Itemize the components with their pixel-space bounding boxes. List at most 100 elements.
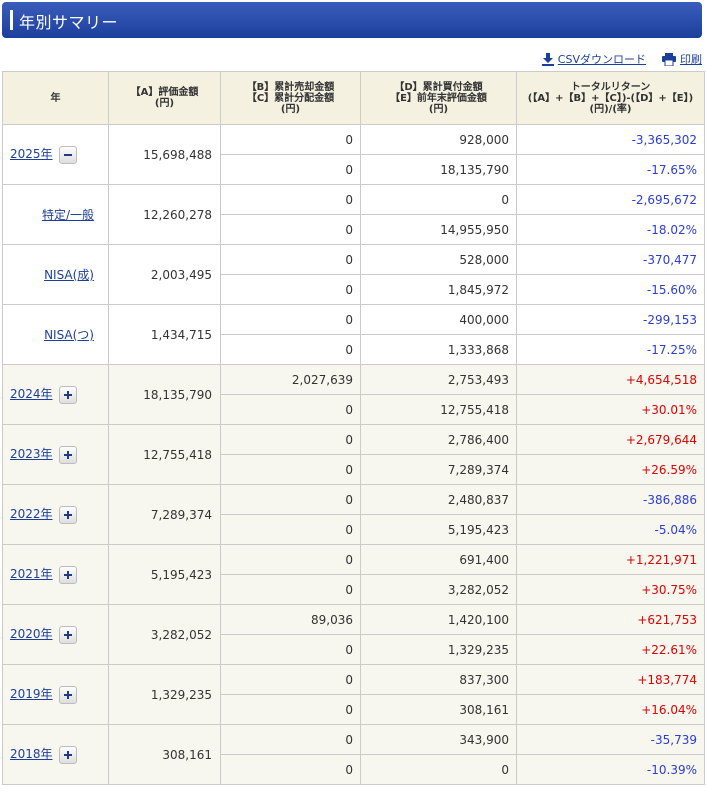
plus-icon-stroke	[66, 510, 69, 519]
valuation-cell: 5,195,423	[108, 544, 221, 605]
year-link[interactable]: 2018年	[10, 747, 53, 762]
year-row: 2022年 7,289,374 0 2,480,837 -386,886	[2, 484, 705, 545]
header-accent-bar	[10, 10, 13, 30]
year-link[interactable]: 2025年	[10, 147, 53, 162]
year-link[interactable]: 2024年	[10, 387, 53, 402]
minus-icon	[63, 153, 72, 156]
prev-year-valuation-cell: 5,195,423	[360, 514, 517, 545]
row-label-cell: 2025年	[2, 124, 109, 185]
year-link[interactable]: 2020年	[10, 627, 53, 642]
prev-year-valuation-cell: 308,161	[360, 694, 517, 725]
prev-year-valuation-cell: 18,135,790	[360, 154, 517, 185]
valuation-cell: 1,434,715	[108, 304, 221, 365]
account-row: NISA(成) 2,003,495 0 528,000 -370,477	[2, 244, 705, 305]
year-row: 2020年 3,282,052 89,036 1,420,100 +621,753	[2, 604, 705, 665]
cumulative-purchase-cell: 528,000	[360, 244, 517, 275]
year-row: 2025年 15,698,488 0 928,000 -3,365,302	[2, 124, 705, 185]
total-return-amount-cell: -299,153	[516, 304, 705, 335]
account-type-link[interactable]: 特定/一般	[41, 208, 94, 222]
cumulative-purchase-cell: 691,400	[360, 544, 517, 575]
account-type-link[interactable]: NISA(つ)	[44, 328, 94, 342]
header-total-return: トータルリターン (【A】+【B】+【C】)-(【D】+【E】) (円)/(率)	[516, 71, 705, 125]
year-link[interactable]: 2023年	[10, 447, 53, 462]
year-row-sub: 0 18,135,790 -17.65%	[3, 154, 705, 185]
total-return-amount-cell: -386,886	[516, 484, 705, 515]
row-label-cell: NISA(つ)	[2, 304, 109, 365]
prev-year-valuation-cell: 7,289,374	[360, 454, 517, 485]
cumulative-distribution-cell: 0	[220, 394, 361, 425]
cumulative-sales-cell: 0	[220, 484, 361, 515]
cumulative-distribution-cell: 0	[220, 154, 361, 185]
expand-button[interactable]	[58, 445, 77, 464]
prev-year-valuation-cell: 14,955,950	[360, 214, 517, 245]
row-label-cell: NISA(成)	[2, 244, 109, 305]
valuation-cell: 1,329,235	[108, 664, 221, 725]
cumulative-distribution-cell: 0	[220, 514, 361, 545]
year-row-sub: 0 5,195,423 -5.04%	[3, 514, 705, 545]
total-return-rate-cell: +16.04%	[516, 694, 705, 725]
expand-button[interactable]	[58, 385, 77, 404]
year-row: 2021年 5,195,423 0 691,400 +1,221,971	[2, 544, 705, 605]
year-link[interactable]: 2022年	[10, 507, 53, 522]
cumulative-sales-cell: 0	[220, 664, 361, 695]
table-header-row: 年 【A】評価金額 (円) 【B】累計売却金額 【C】累計分配金額 (円) 【D】累計…	[2, 71, 705, 125]
expand-button[interactable]	[58, 625, 77, 644]
valuation-cell: 7,289,374	[108, 484, 221, 545]
year-row-sub: 0 308,161 +16.04%	[3, 694, 705, 725]
total-return-amount-cell: -2,695,672	[516, 184, 705, 215]
print-link[interactable]: 印刷	[662, 51, 702, 67]
prev-year-valuation-cell: 3,282,052	[360, 574, 517, 605]
row-label-cell: 2020年	[2, 604, 109, 665]
account-row-sub: 0 1,845,972 -15.60%	[3, 274, 705, 305]
year-link[interactable]: 2021年	[10, 567, 53, 582]
prev-year-valuation-cell: 1,329,235	[360, 634, 517, 665]
expand-button[interactable]	[58, 565, 77, 584]
cumulative-purchase-cell: 0	[360, 184, 517, 215]
toolbar: CSVダウンロード 印刷	[541, 51, 702, 67]
collapse-button[interactable]	[58, 145, 77, 164]
total-return-rate-cell: +30.01%	[516, 394, 705, 425]
expand-button[interactable]	[58, 745, 77, 764]
cumulative-distribution-cell: 0	[220, 574, 361, 605]
cumulative-purchase-cell: 928,000	[360, 124, 517, 155]
cumulative-purchase-cell: 2,480,837	[360, 484, 517, 515]
total-return-amount-cell: +2,679,644	[516, 424, 705, 455]
cumulative-sales-cell: 0	[220, 724, 361, 755]
expand-button[interactable]	[58, 685, 77, 704]
section-header: 年別サマリー	[2, 2, 702, 38]
header-purchase-prev-valuation: 【D】累計買付金額 【E】前年末評価金額 (円)	[360, 71, 517, 125]
prev-year-valuation-cell: 1,845,972	[360, 274, 517, 305]
download-icon	[541, 52, 554, 66]
total-return-amount-cell: -3,365,302	[516, 124, 705, 155]
account-row: NISA(つ) 1,434,715 0 400,000 -299,153	[2, 304, 705, 365]
plus-icon-stroke	[66, 690, 69, 699]
total-return-amount-cell: +183,774	[516, 664, 705, 695]
year-row: 2018年 308,161 0 343,900 -35,739	[2, 724, 705, 785]
total-return-rate-cell: +30.75%	[516, 574, 705, 605]
cumulative-sales-cell: 2,027,639	[220, 364, 361, 395]
expand-button[interactable]	[58, 505, 77, 524]
cumulative-sales-cell: 0	[220, 124, 361, 155]
total-return-amount-cell: +1,221,971	[516, 544, 705, 575]
row-label-cell: 2023年	[2, 424, 109, 485]
cumulative-sales-cell: 0	[220, 184, 361, 215]
total-return-amount-cell: -35,739	[516, 724, 705, 755]
row-label-cell: 2021年	[2, 544, 109, 605]
total-return-rate-cell: +26.59%	[516, 454, 705, 485]
valuation-cell: 3,282,052	[108, 604, 221, 665]
cumulative-sales-cell: 0	[220, 544, 361, 575]
header-valuation: 【A】評価金額 (円)	[108, 71, 221, 125]
account-type-link[interactable]: NISA(成)	[44, 268, 94, 282]
total-return-amount-cell: -370,477	[516, 244, 705, 275]
year-link[interactable]: 2019年	[10, 687, 53, 702]
valuation-cell: 15,698,488	[108, 124, 221, 185]
year-row-sub: 0 3,282,052 +30.75%	[3, 574, 705, 605]
valuation-cell: 12,260,278	[108, 184, 221, 245]
csv-download-link[interactable]: CSVダウンロード	[541, 51, 646, 67]
cumulative-purchase-cell: 837,300	[360, 664, 517, 695]
header-sales-distribution: 【B】累計売却金額 【C】累計分配金額 (円)	[220, 71, 361, 125]
prev-year-valuation-cell: 1,333,868	[360, 334, 517, 365]
yearly-summary-table: 年 【A】評価金額 (円) 【B】累計売却金額 【C】累計分配金額 (円) 【D】累計…	[2, 71, 705, 785]
cumulative-distribution-cell: 0	[220, 214, 361, 245]
plus-icon-stroke	[66, 450, 69, 459]
